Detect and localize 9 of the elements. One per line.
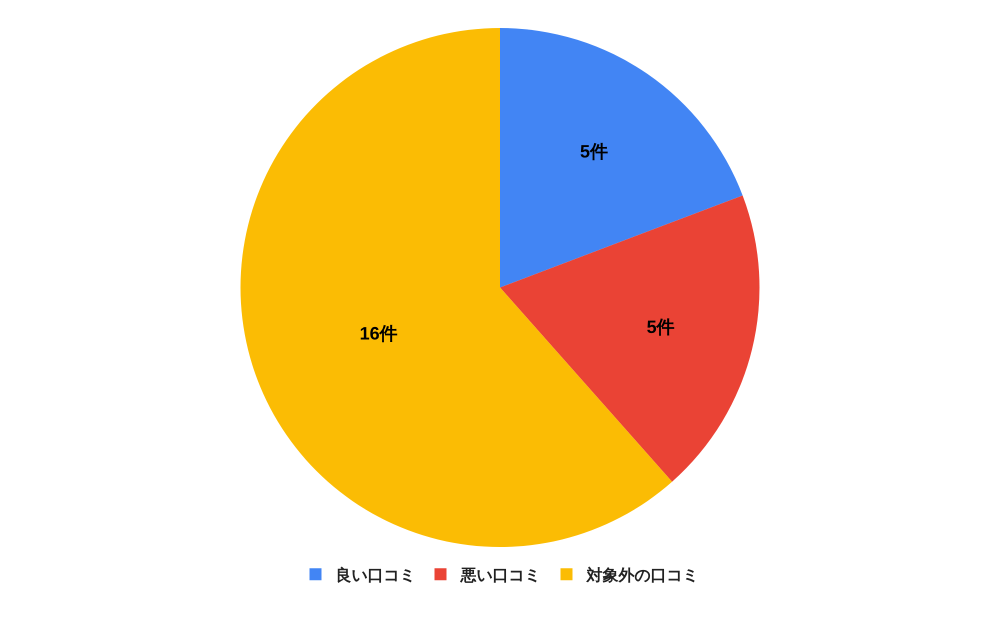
legend-label: 悪い口コミ bbox=[460, 568, 540, 585]
pie-slice bbox=[500, 195, 760, 482]
legend-label: 対象外の口コミ bbox=[586, 566, 698, 585]
data-label: 5件 bbox=[580, 141, 608, 162]
data-label: 5件 bbox=[646, 317, 675, 338]
pie-slice bbox=[240, 28, 672, 547]
legend-label: 良い口コミ bbox=[336, 566, 416, 585]
pie-slice bbox=[500, 28, 743, 288]
data-label: 16件 bbox=[360, 324, 398, 344]
